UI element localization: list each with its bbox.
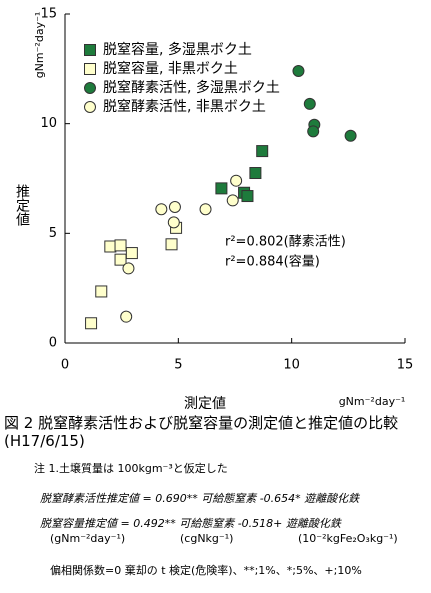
- point: [104, 240, 117, 253]
- point: [292, 65, 305, 78]
- legend-marker: [84, 82, 96, 94]
- point: [226, 194, 239, 207]
- unit: (10⁻²kgFe₂O₃kg⁻¹): [298, 532, 398, 545]
- point: [249, 167, 262, 180]
- point: [307, 125, 320, 138]
- point: [256, 145, 269, 158]
- y-label: 推定値: [14, 184, 30, 226]
- x-label: 測定値: [184, 396, 226, 412]
- x-unit: gNm⁻²day⁻¹: [339, 395, 406, 408]
- point: [303, 97, 316, 110]
- point: [85, 317, 98, 330]
- legend-marker: [84, 44, 96, 56]
- legend-label: 脱窒酵素活性, 非黒ボク土: [103, 98, 266, 115]
- x-tick-label: 15: [397, 358, 414, 373]
- x-tick-label: 0: [61, 358, 69, 373]
- unit: (cgNkg⁻¹): [180, 532, 234, 545]
- legend-marker: [84, 63, 96, 75]
- point: [95, 285, 108, 298]
- y-unit: gNm⁻²day⁻¹: [33, 12, 46, 79]
- point: [114, 239, 127, 252]
- note: 偏相関係数=0 棄却の t 検定(危険率)、**;1%、*;5%、+;10%: [50, 564, 362, 577]
- caption: 図 2 脱窒酵素活性および脱窒容量の測定値と推定値の比較(H17/6/15): [4, 414, 399, 450]
- point: [122, 262, 135, 275]
- y-tick-label: 15: [40, 7, 57, 22]
- point: [125, 247, 138, 260]
- formula: 脱窒酵素活性推定値 = 0.690** 可給態窒素 -0.654* 遊離酸化鉄: [40, 492, 360, 505]
- point: [165, 238, 178, 251]
- legend-label: 脱窒容量, 多湿黒ボク土: [103, 41, 252, 58]
- annotation: r²=0.802(酵素活性): [225, 235, 346, 250]
- point: [241, 190, 254, 203]
- point: [114, 253, 127, 266]
- point: [344, 129, 357, 142]
- chart: gNm⁻²day⁻¹ 推定値 測定値 gNm⁻²day⁻¹ r²=0.802(酵…: [14, 7, 414, 413]
- annotation: r²=0.884(容量): [225, 254, 320, 270]
- y-tick-label: 0: [49, 336, 57, 351]
- point: [199, 203, 212, 216]
- legend-label: 脱窒酵素活性, 多湿黒ボク土: [103, 79, 280, 96]
- formula: 脱窒容量推定値 = 0.492** 可給態窒素 -0.518+ 遊離酸化鉄: [40, 517, 341, 530]
- point: [167, 216, 180, 229]
- y-tick-label: 10: [40, 116, 57, 131]
- point: [120, 310, 133, 323]
- x-tick-label: 5: [174, 358, 182, 373]
- point: [168, 201, 181, 214]
- x-tick-label: 10: [283, 358, 300, 373]
- point: [215, 182, 228, 195]
- unit: (gNm⁻²day⁻¹): [50, 532, 126, 545]
- point: [230, 174, 243, 187]
- point: [155, 203, 168, 216]
- legend-marker: [84, 101, 96, 113]
- note: 注 1.土壌質量は 100kgm⁻³と仮定した: [34, 462, 228, 475]
- y-tick-label: 5: [49, 226, 57, 241]
- legend-label: 脱窒容量, 非黒ボク土: [103, 60, 238, 77]
